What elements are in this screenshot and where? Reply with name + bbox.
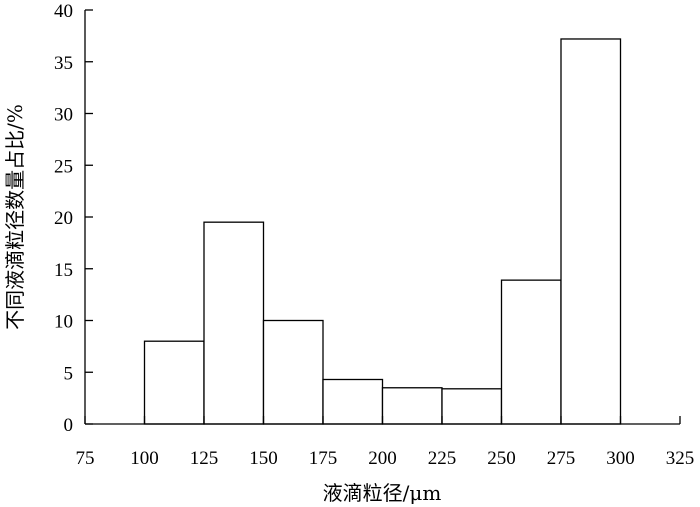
y-tick-label: 10 (54, 312, 73, 333)
y-tick-label: 5 (64, 363, 74, 384)
x-tick-label: 175 (309, 448, 338, 469)
y-tick-label: 0 (64, 415, 74, 436)
histogram-bar-1 (143, 340, 205, 425)
histogram-bar-7 (500, 279, 562, 425)
y-tick-label: 30 (54, 105, 73, 126)
histogram-bar-3 (262, 319, 324, 425)
x-tick-label: 100 (130, 448, 159, 469)
histogram-bar-8 (560, 38, 622, 425)
y-tick-label: 25 (54, 156, 73, 177)
y-axis-label: 不同液滴粒径数量占比/% (3, 104, 27, 330)
x-ticks-group: 75 100 125 150 175 200 225 250 275 300 325 (76, 416, 695, 469)
x-tick-label: 275 (547, 448, 576, 469)
y-tick-label: 20 (54, 208, 73, 229)
y-tick-label: 40 (54, 1, 73, 22)
y-ticks-group: 0 5 10 15 20 25 30 35 40 (54, 1, 93, 436)
histogram-bar-4 (322, 378, 384, 425)
x-tick-label: 125 (190, 448, 219, 469)
x-axis-label: 液滴粒径/μm (323, 481, 442, 505)
histogram-bar-5 (381, 387, 443, 425)
histogram-bar-6 (441, 388, 503, 425)
x-tick-label: 325 (666, 448, 695, 469)
x-tick-label: 75 (76, 448, 95, 469)
bars-group (143, 38, 622, 425)
y-tick-label: 15 (54, 260, 73, 281)
y-tick-label: 35 (54, 53, 73, 74)
x-tick-label: 200 (368, 448, 397, 469)
x-tick-label: 300 (606, 448, 635, 469)
x-tick-label: 225 (428, 448, 457, 469)
x-tick-label: 150 (249, 448, 278, 469)
x-tick-label: 250 (487, 448, 516, 469)
histogram-bar-2 (203, 221, 265, 425)
